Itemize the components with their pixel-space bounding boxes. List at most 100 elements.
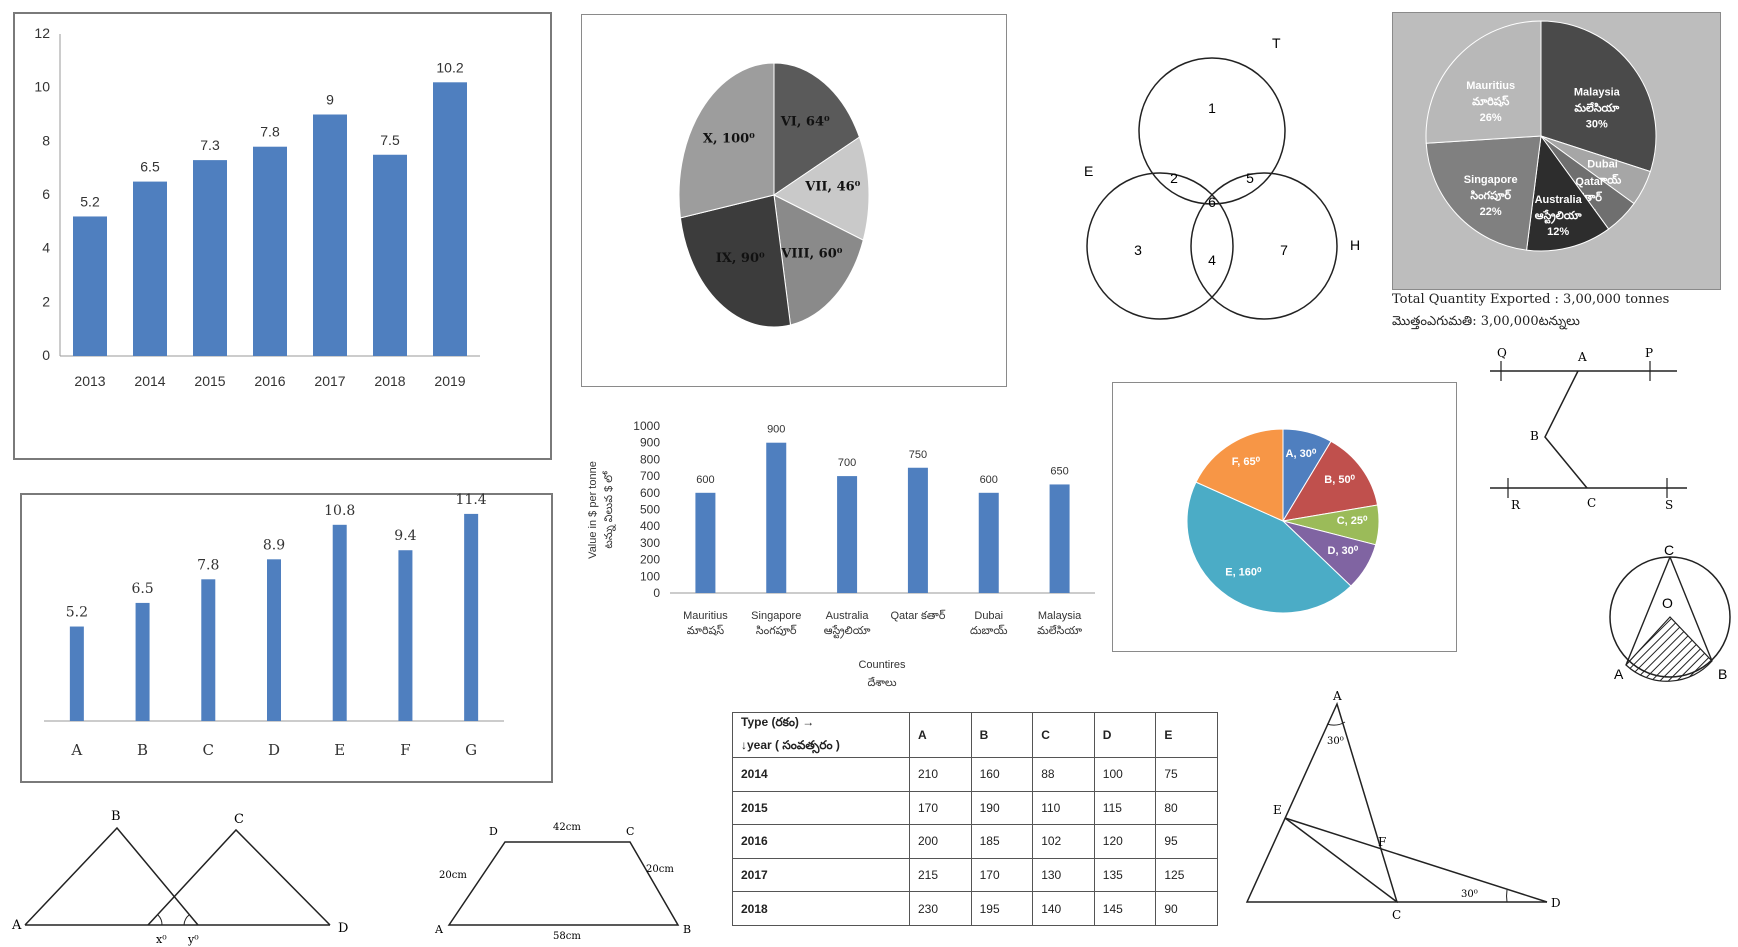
point-label: R <box>1511 498 1521 512</box>
point-label: S <box>1665 498 1673 512</box>
bar-chart-letters: 5.2 A 6.5 B 7.8 C 8.9 D 10.8 E 9.4 F 11.4 G <box>44 492 504 759</box>
pie-slice <box>773 62 860 196</box>
point-label: B <box>683 923 691 936</box>
pie-label: Australia ఆస్ట్రేలియా 12% <box>1535 194 1583 238</box>
angle-label: 30⁰ <box>1327 736 1344 747</box>
venn-region: 7 <box>1280 242 1288 258</box>
point-label: C <box>234 812 244 827</box>
bar <box>398 550 413 721</box>
venn-region: 6 <box>1208 194 1216 210</box>
x-tick-label: Dubai దుబాయ్ <box>970 610 1008 637</box>
point-label: E <box>1273 803 1282 817</box>
pie-slice <box>1282 440 1379 522</box>
pie-slice <box>1526 134 1610 252</box>
side-label: 20cm <box>439 870 467 881</box>
table-cell: 230 <box>909 891 972 926</box>
pie-chart-exports-frame: Malaysiaమలేసియా30%Dubaiదుబాయ్5%Qatarకతార… <box>1392 12 1721 290</box>
venn-region: 2 <box>1170 170 1178 186</box>
pie-label: Singapore సింగపూర్ 22% <box>1464 174 1518 218</box>
table-cell: 90 <box>1155 891 1218 926</box>
row-year-cell: 2016 <box>732 824 910 859</box>
two-triangles-figure: A B C D x⁰ y⁰ <box>11 809 348 946</box>
x-tick-label: Singapore సింగపూర్ <box>751 610 801 637</box>
bar <box>1049 484 1070 593</box>
data-label: 7.8 <box>260 124 280 140</box>
bar-chart-years-frame: 0 2 4 6 8 10 12 5.2 2013 6.5 2014 7.3 2015 7.8 2016 9 20… <box>13 12 552 460</box>
venn-region: 5 <box>1246 170 1254 186</box>
bar <box>69 626 84 721</box>
table-cell: 140 <box>1032 891 1095 926</box>
table-cell: 120 <box>1093 824 1157 859</box>
data-label: 9 <box>326 92 334 108</box>
point-label: Q <box>1497 346 1507 360</box>
data-label: 10.8 <box>324 503 355 519</box>
y-tick-label: 0 <box>42 347 50 363</box>
x-tick-label: Qatar కతార్ <box>890 609 945 622</box>
x-tick-label: A <box>70 741 82 759</box>
pie-label: VIII, 60⁰ <box>780 247 842 262</box>
data-label: 7.5 <box>380 132 400 148</box>
bar <box>837 476 858 593</box>
x-axis-title: Countires <box>858 659 906 671</box>
point-label: A <box>1577 350 1587 364</box>
y-axis-title: Value in $ per tonne <box>587 461 599 559</box>
side-label: 42cm <box>553 822 581 833</box>
pie-slice <box>1195 428 1284 522</box>
table-cell: 102 <box>1032 824 1095 859</box>
table-cell: 100 <box>1093 757 1157 792</box>
y-tick-label: 12 <box>34 25 50 41</box>
table-row: 2015 170 190 110 115 80 <box>732 790 1218 826</box>
total-quantity-note: Total Quantity Exported : 3,00,000 tonne… <box>1392 292 1670 307</box>
data-label: 10.2 <box>436 59 463 75</box>
column-header: D <box>1093 712 1157 758</box>
corner-year-label: ↓year ( సంవత్సరం ) <box>741 738 840 752</box>
y-tick-label: 10 <box>34 79 50 95</box>
bar <box>73 216 107 356</box>
data-label: 600 <box>696 474 714 486</box>
pie-label: VI, 64⁰ <box>780 115 830 130</box>
pie-slice <box>679 194 792 328</box>
table-cell: 110 <box>1032 790 1095 826</box>
data-label: 11.4 <box>456 492 487 508</box>
x-tick-label: 2017 <box>314 373 345 389</box>
pie-label: VII, 46⁰ <box>804 180 860 195</box>
venn-region: 4 <box>1208 252 1216 268</box>
bar <box>766 442 787 593</box>
venn-label-h: H <box>1350 237 1360 253</box>
x-tick-label: Mauritius మారిషస్ <box>683 610 728 637</box>
y-tick-label: 0 <box>653 586 660 600</box>
data-label: 8.9 <box>263 537 285 553</box>
point-label: P <box>1645 346 1653 360</box>
column-header: C <box>1032 712 1095 758</box>
x-tick-label: D <box>268 741 280 759</box>
data-label: 750 <box>909 449 927 461</box>
data-label: 9.4 <box>394 528 416 544</box>
table-cell: 195 <box>970 891 1034 926</box>
bar <box>464 513 479 721</box>
x-tick-label: Malaysia మలేసియా <box>1037 610 1082 637</box>
table-row: 2016 200 185 102 120 95 <box>732 824 1218 859</box>
point-label: B <box>111 809 121 824</box>
angle-label: 30⁰ <box>1461 889 1478 900</box>
table-cell: 80 <box>1155 790 1218 826</box>
row-year-cell: 2018 <box>732 891 910 926</box>
x-tick-label: G <box>465 741 477 759</box>
x-axis-title-telugu: దేశాలు <box>867 676 896 689</box>
x-tick-label: F <box>400 741 410 759</box>
venn-circle-e <box>1086 172 1234 320</box>
point-label: O <box>1662 595 1673 611</box>
pie-label: IX, 90⁰ <box>716 251 765 266</box>
bar <box>978 492 999 593</box>
bar-chart-years: 0 2 4 6 8 10 12 5.2 2013 6.5 2014 7.3 2015 7.8 2016 9 20… <box>34 25 480 389</box>
column-header: A <box>909 712 972 758</box>
side-label: 58cm <box>553 931 581 942</box>
pie-label: C, 25⁰ <box>1337 515 1368 527</box>
pie-label: D, 30⁰ <box>1328 545 1359 557</box>
bar <box>201 579 216 721</box>
pie-label: B, 50⁰ <box>1324 474 1355 486</box>
pie-slice <box>773 136 870 241</box>
corner-type-label: Type (రకం) → <box>741 715 815 729</box>
row-year-cell: 2017 <box>732 857 910 893</box>
pie-slice <box>1186 481 1352 614</box>
venn-region: 3 <box>1134 242 1142 258</box>
